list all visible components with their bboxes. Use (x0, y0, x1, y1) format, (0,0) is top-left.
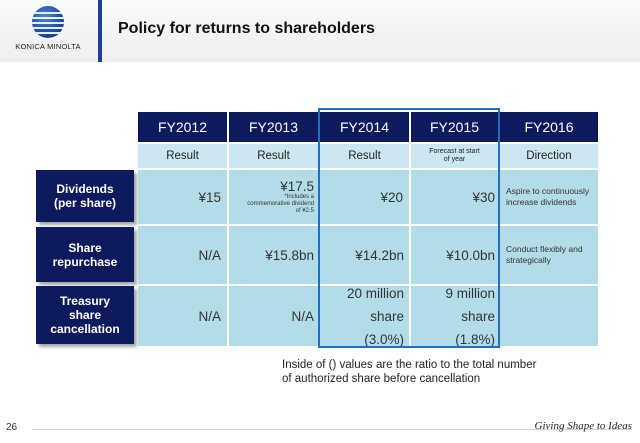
footnote-line-2: of authorized share before cancellation (282, 373, 481, 385)
header-divider (98, 0, 102, 62)
repurchase-fy2015: ¥10.0bn (411, 226, 498, 284)
brand-name: KONICA MINOLTA (15, 42, 81, 51)
dividends-fy2013-note: *Includes a commemorative dividend of ¥2… (247, 194, 314, 214)
repurchase-fy2014: ¥14.2bn (320, 226, 409, 284)
cancellation-fy2015-value: 9 million share (1.8%) (445, 285, 495, 347)
row-label-treasury-cancellation: Treasury share cancellation (36, 286, 134, 344)
footnote-line-1: Inside of () values are the ratio to the… (282, 359, 537, 371)
repurchase-fy2013-value: ¥15.8bn (265, 247, 314, 263)
cancellation-fy2013-value: N/A (291, 308, 314, 324)
repurchase-fy2015-value: ¥10.0bn (446, 247, 495, 263)
dividends-fy2012: ¥15 (138, 170, 227, 224)
column-header-fy2012: FY2012 (138, 112, 227, 142)
subheader-fy2015: Forecast at start of year (411, 144, 498, 168)
page-number: 26 (6, 422, 18, 433)
cancellation-direction (500, 286, 598, 346)
dividends-fy2015-value: ¥30 (472, 189, 495, 205)
slide-header: KONICA MINOLTA Policy for returns to sha… (0, 0, 640, 62)
repurchase-direction: Conduct flexibly and strategically (500, 226, 598, 284)
repurchase-direction-text: Conduct flexibly and strategically (506, 244, 583, 265)
repurchase-fy2012: N/A (138, 226, 227, 284)
footer-divider (32, 429, 632, 430)
column-header-fy2014: FY2014 (320, 112, 409, 142)
globe-logo-icon (32, 6, 64, 38)
cancellation-fy2013: N/A (229, 286, 318, 346)
dividends-direction-text: Aspire to continuously increase dividend… (506, 186, 590, 207)
subheader-fy2016: Direction (500, 144, 598, 168)
dividends-fy2013-value: ¥17.5 (280, 179, 314, 194)
slogan: Giving Shape to Ideas (534, 420, 632, 432)
repurchase-fy2014-value: ¥14.2bn (355, 247, 404, 263)
row-label-dividends: Dividends (per share) (36, 170, 134, 222)
dividends-fy2015: ¥30 (411, 170, 498, 224)
dividends-direction: Aspire to continuously increase dividend… (500, 170, 598, 224)
dividends-fy2013: ¥17.5 *Includes a commemorative dividend… (229, 170, 318, 224)
subheader-fy2013: Result (229, 144, 318, 168)
cancellation-fy2015: 9 million share (1.8%) (411, 286, 498, 347)
brand-logo: KONICA MINOLTA (6, 6, 90, 56)
cancellation-fy2012: N/A (138, 286, 227, 346)
cancellation-fy2014: 20 million share (3.0%) (320, 286, 409, 347)
dividends-fy2014: ¥20 (320, 170, 409, 224)
subheader-fy2012: Result (138, 144, 227, 168)
repurchase-fy2012-value: N/A (198, 247, 221, 263)
dividends-fy2014-value: ¥20 (380, 189, 403, 205)
footnote: Inside of () values are the ratio to the… (282, 358, 536, 386)
column-header-fy2015: FY2015 (411, 112, 498, 142)
cancellation-fy2012-value: N/A (198, 308, 221, 324)
dividends-fy2012-value: ¥15 (198, 189, 221, 205)
column-header-fy2016: FY2016 (500, 112, 598, 142)
row-label-share-repurchase: Share repurchase (36, 227, 134, 282)
repurchase-fy2013: ¥15.8bn (229, 226, 318, 284)
cancellation-fy2014-value: 20 million share (3.0%) (346, 285, 404, 347)
page-title: Policy for returns to shareholders (118, 20, 375, 37)
subheader-fy2014: Result (320, 144, 409, 168)
column-header-fy2013: FY2013 (229, 112, 318, 142)
